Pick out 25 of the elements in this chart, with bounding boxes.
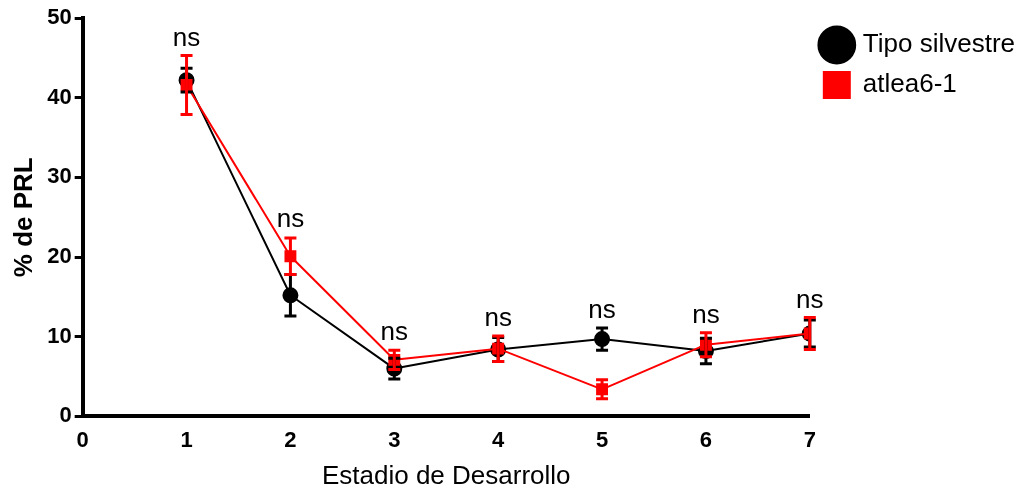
annotation: ns	[380, 316, 409, 347]
x-tick-label: 0	[76, 426, 89, 452]
y-tick-label: 10	[47, 322, 72, 348]
annotation: ns	[588, 294, 616, 325]
annotation: ns	[484, 302, 512, 333]
annotation: ns	[172, 22, 201, 53]
y-tick-label: 40	[47, 83, 72, 109]
y-tick-label: 50	[47, 4, 72, 30]
x-tick-label: 1	[180, 426, 193, 452]
x-tick-label: 4	[492, 426, 506, 452]
annotation: ns	[796, 283, 824, 314]
x-tick-label: 6	[699, 426, 713, 452]
x-tick-label: 2	[284, 426, 297, 452]
legend-label: atlea6-1	[862, 68, 957, 99]
x-tick-label: 5	[595, 426, 609, 452]
y-tick-label: 30	[47, 163, 72, 189]
x-axis-title: Estadio de Desarrollo	[321, 459, 571, 490]
y-tick-label: 20	[47, 243, 72, 269]
y-axis-title: % de PRL	[7, 157, 38, 278]
annotation: ns	[692, 298, 720, 329]
legend-label: Tipo silvestre	[862, 28, 1016, 59]
y-tick-label: 0	[59, 402, 72, 428]
x-tick-label: 3	[388, 426, 401, 452]
x-tick-label: 7	[803, 426, 816, 452]
annotation: ns	[276, 203, 305, 234]
